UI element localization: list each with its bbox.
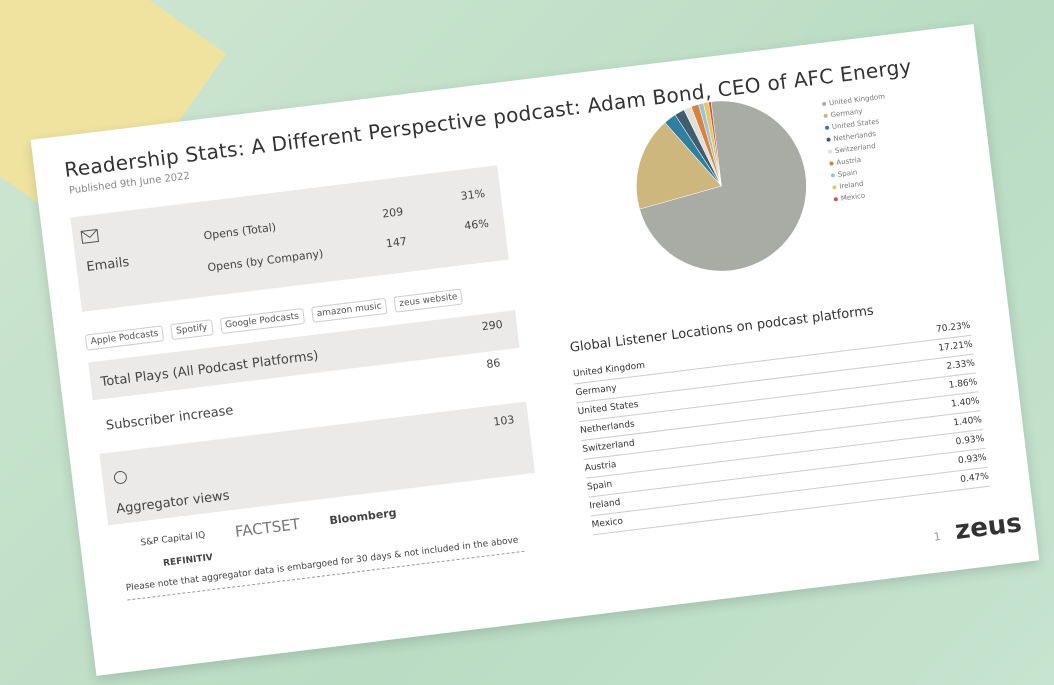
aggregator-label: Aggregator views [115,488,230,517]
legend-label: Ireland [839,180,864,191]
logo: Bloomberg [329,506,397,527]
percent: 0.93% [958,453,988,466]
legend-swatch [825,126,829,130]
email-count: 147 [385,235,407,250]
logo: REFINITIV [163,553,214,569]
report-slide: Readership Stats: A Different Perspectiv… [31,24,1040,676]
legend-label: Spain [837,168,857,178]
email-count: 209 [382,205,404,220]
email-row-label: Opens (Total) [203,221,277,243]
percent: 0.47% [960,472,990,485]
legend-swatch [823,114,827,118]
percent: 2.33% [946,359,976,372]
row-value: 86 [486,356,501,371]
email-row-label: Opens (by Company) [207,247,324,274]
legend-swatch [829,161,833,165]
percent: 1.86% [948,377,978,390]
legend-swatch [832,185,836,189]
logo: zeus website [393,289,463,313]
percent: 70.23% [936,321,971,335]
legend-label: Mexico [840,192,865,203]
legend-swatch [831,173,835,177]
logo: amazon music [311,298,388,323]
pie-chart [621,86,822,287]
legend-swatch [828,149,832,153]
percent: 1.40% [951,396,981,409]
legend-label: Austria [836,156,862,167]
page: Readership Stats: A Different Perspectiv… [0,0,1054,685]
logo: S&P Capital IQ [140,531,206,549]
emails-label: Emails [86,255,130,275]
email-percent: 31% [460,187,486,203]
row-value: 290 [481,318,503,333]
logo: Apple Podcasts [85,325,165,350]
aggregator-value: 103 [493,413,515,428]
percent: 1.40% [953,415,983,428]
logo: Spotify [170,319,213,340]
percent: 17.21% [938,340,973,354]
brand: zeus [953,508,1023,546]
row-label: Subscriber increase [105,403,234,434]
legend-swatch [826,137,830,141]
logo: FACTSET [234,515,301,541]
mail-icon [80,228,100,244]
aggregator-icon [112,469,130,487]
page-number: 1 [933,530,942,544]
legend-swatch [822,102,826,106]
email-percent: 46% [464,217,490,233]
percent: 0.93% [955,434,985,447]
logo: Google Podcasts [219,308,305,334]
legend-swatch [834,197,838,201]
